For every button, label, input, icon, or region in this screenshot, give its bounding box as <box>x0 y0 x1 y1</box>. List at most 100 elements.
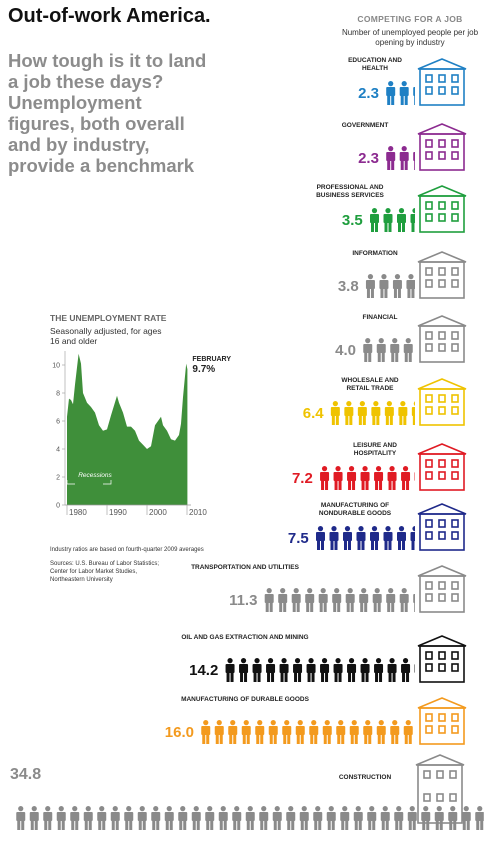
leg <box>287 820 291 830</box>
leg <box>362 415 366 425</box>
person-icon <box>413 87 416 105</box>
body <box>394 812 404 821</box>
leg <box>411 540 415 550</box>
leg <box>345 820 349 830</box>
head <box>321 466 328 472</box>
leg <box>246 820 250 830</box>
head <box>412 526 415 532</box>
leg <box>314 734 318 744</box>
leg <box>391 160 395 170</box>
head <box>394 274 401 280</box>
body <box>356 532 366 541</box>
head <box>344 526 351 532</box>
leg <box>361 480 365 490</box>
window <box>438 86 446 95</box>
body <box>56 812 66 821</box>
roof <box>417 315 467 327</box>
leg <box>400 602 404 612</box>
note: Industry ratios are based on fourth-quar… <box>50 547 204 553</box>
body <box>293 664 303 673</box>
head <box>324 720 330 726</box>
leg <box>392 480 396 490</box>
x-tick-label: 2000 <box>149 508 167 517</box>
leg <box>404 352 408 362</box>
window <box>425 663 433 672</box>
window <box>425 725 433 734</box>
person-icon <box>414 664 415 673</box>
person-icon <box>399 146 409 170</box>
head <box>85 806 91 812</box>
body <box>214 726 224 735</box>
head <box>358 526 364 532</box>
person-icon <box>386 588 396 612</box>
person-icon <box>279 658 289 682</box>
head <box>398 526 405 532</box>
window <box>438 406 446 415</box>
window <box>425 581 433 590</box>
leg <box>237 820 241 830</box>
person-icon <box>406 274 416 298</box>
leg <box>325 480 329 490</box>
person-icon <box>376 720 386 744</box>
person-icon <box>309 720 319 744</box>
walls <box>419 325 465 363</box>
person-icon <box>320 658 330 682</box>
leg <box>462 820 466 830</box>
person-icon <box>332 588 342 612</box>
leg <box>377 602 381 612</box>
source: Sources: U.S. Bureau of Labor Statistics… <box>50 561 160 583</box>
person-icon <box>392 274 402 298</box>
body <box>343 532 352 541</box>
leg <box>371 540 374 550</box>
head <box>328 806 334 812</box>
person-icon <box>340 806 350 830</box>
window <box>423 770 431 779</box>
person-icon <box>268 720 278 744</box>
leg <box>384 540 388 550</box>
head <box>297 720 303 726</box>
head <box>311 720 317 726</box>
leg <box>364 734 368 744</box>
roof <box>417 565 467 577</box>
leg <box>375 540 378 550</box>
body <box>245 812 255 821</box>
leg <box>408 820 412 830</box>
head <box>220 806 226 812</box>
value-label: 34.8 <box>10 766 42 783</box>
leg <box>273 820 277 830</box>
leg <box>115 820 119 830</box>
person-icon <box>232 806 242 830</box>
chart-title: THE UNEMPLOYMENT RATE <box>50 313 167 323</box>
leg <box>129 820 133 830</box>
head <box>216 720 222 726</box>
person-icon <box>365 274 375 298</box>
leg <box>416 222 419 232</box>
person-icon <box>330 401 340 425</box>
window <box>425 74 433 83</box>
head <box>386 401 392 407</box>
roof <box>417 503 467 515</box>
category-label: EDUCATION AND HEALTH <box>348 57 402 72</box>
person-icon <box>29 806 39 830</box>
leg <box>57 820 61 830</box>
leg <box>273 734 277 744</box>
window <box>438 343 446 352</box>
x-tick-label: 1990 <box>109 508 127 517</box>
person-icon <box>137 806 147 830</box>
window <box>438 74 446 83</box>
leg <box>352 672 356 682</box>
head <box>294 658 301 664</box>
person-icon <box>370 208 379 232</box>
leg <box>344 540 347 550</box>
chart-subtitle: Seasonally adjusted, for ages 16 and old… <box>50 326 162 346</box>
pictogram-subtitle: Number of unemployed people per job open… <box>341 28 479 47</box>
head <box>227 658 233 664</box>
body <box>410 532 415 541</box>
leg <box>402 540 405 550</box>
window <box>425 394 433 403</box>
person-row <box>201 720 413 744</box>
head <box>396 806 402 812</box>
category-label: INFORMATION <box>352 250 398 257</box>
leg <box>314 820 318 830</box>
leg <box>352 480 356 490</box>
